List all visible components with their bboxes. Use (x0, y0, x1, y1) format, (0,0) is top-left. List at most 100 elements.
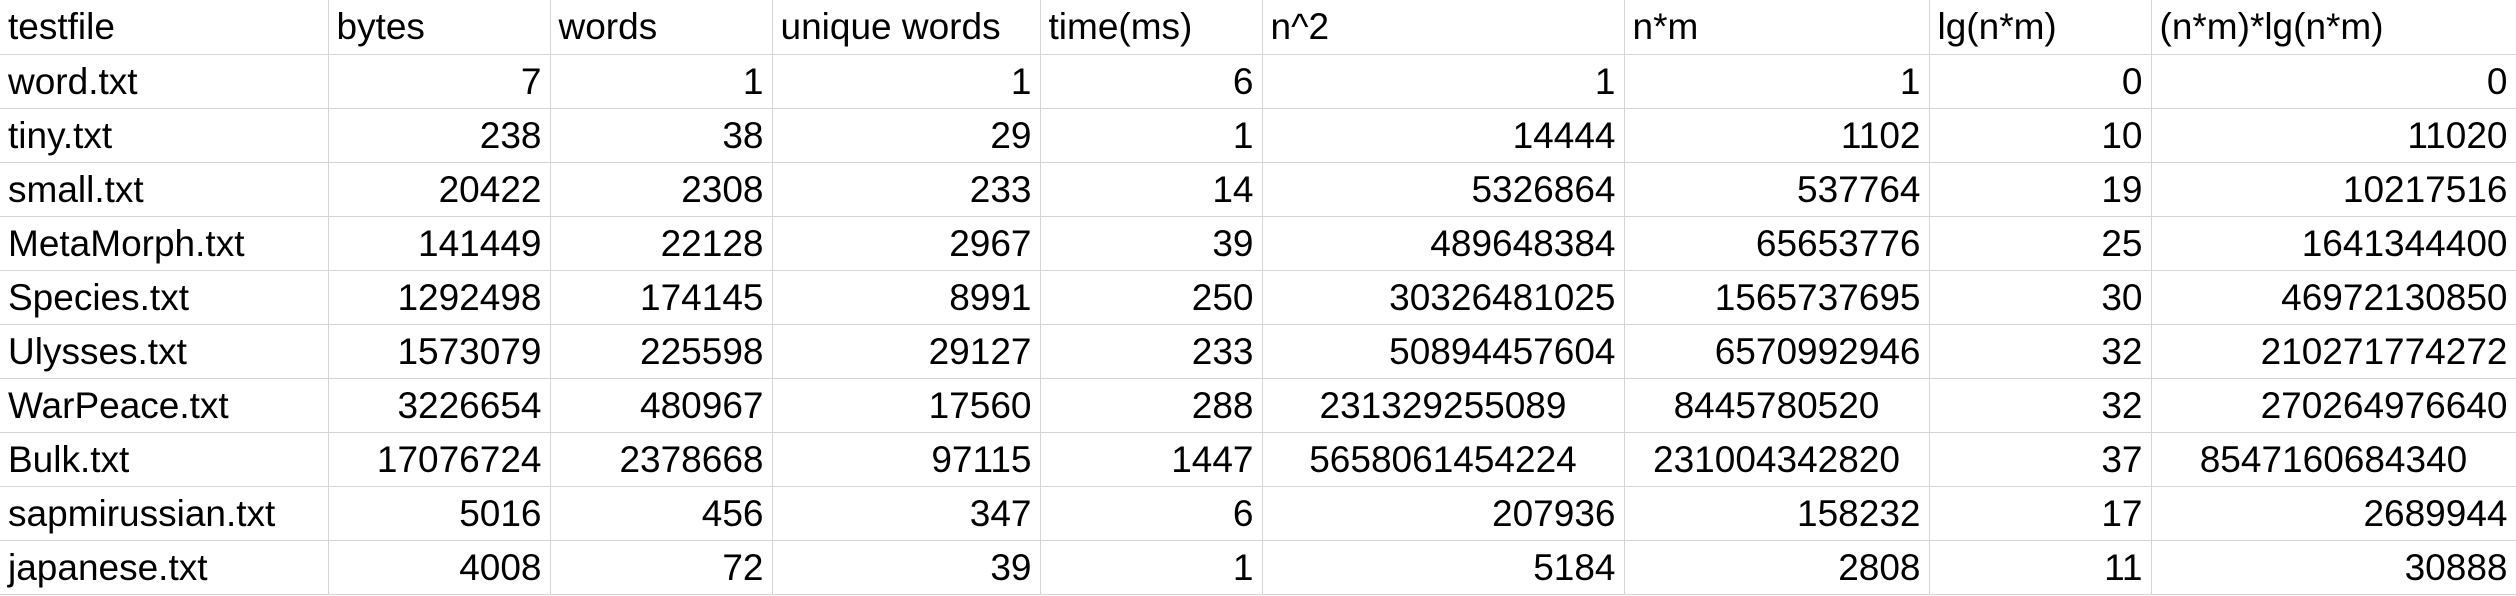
cell-testfile[interactable]: word.txt (0, 53, 329, 109)
header-cell-n-times-m[interactable]: n*m (1623, 0, 1930, 55)
cell-n-squared[interactable]: 231329255089 (1261, 377, 1625, 433)
cell-bytes[interactable]: 17076724 (327, 431, 551, 487)
cell-testfile[interactable]: WarPeace.txt (0, 377, 329, 433)
cell-nm-lg-nm[interactable]: 2689944 (2150, 485, 2516, 541)
table-row: tiny.txt 238 38 29 1 14444 1102 10 11020 (0, 107, 2516, 163)
cell-bytes[interactable]: 238 (327, 107, 551, 163)
cell-nm-lg-nm[interactable]: 30888 (2150, 539, 2516, 595)
header-cell-testfile[interactable]: testfile (0, 0, 329, 55)
cell-words[interactable]: 456 (549, 485, 773, 541)
cell-unique-words[interactable]: 17560 (771, 377, 1041, 433)
cell-words[interactable]: 225598 (549, 323, 773, 379)
cell-testfile[interactable]: tiny.txt (0, 107, 329, 163)
cell-unique-words[interactable]: 39 (771, 539, 1041, 595)
cell-time[interactable]: 39 (1039, 215, 1263, 271)
header-cell-lg-nm[interactable]: lg(n*m) (1928, 0, 2152, 55)
cell-time[interactable]: 6 (1039, 53, 1263, 109)
cell-bytes[interactable]: 1292498 (327, 269, 551, 325)
cell-time[interactable]: 233 (1039, 323, 1263, 379)
cell-n-squared[interactable]: 5326864 (1261, 161, 1625, 217)
cell-time[interactable]: 288 (1039, 377, 1263, 433)
cell-testfile[interactable]: Bulk.txt (0, 431, 329, 487)
cell-n-times-m[interactable]: 65653776 (1623, 215, 1930, 271)
header-cell-words[interactable]: words (549, 0, 773, 55)
cell-unique-words[interactable]: 8991 (771, 269, 1041, 325)
cell-words[interactable]: 2308 (549, 161, 773, 217)
cell-lg-nm[interactable]: 11 (1928, 539, 2152, 595)
cell-words[interactable]: 480967 (549, 377, 773, 433)
cell-lg-nm[interactable]: 32 (1928, 377, 2152, 433)
cell-n-squared[interactable]: 207936 (1261, 485, 1625, 541)
cell-bytes[interactable]: 3226654 (327, 377, 551, 433)
cell-testfile[interactable]: small.txt (0, 161, 329, 217)
cell-bytes[interactable]: 141449 (327, 215, 551, 271)
cell-bytes[interactable]: 20422 (327, 161, 551, 217)
cell-unique-words[interactable]: 29127 (771, 323, 1041, 379)
cell-n-squared[interactable]: 50894457604 (1261, 323, 1625, 379)
cell-lg-nm[interactable]: 17 (1928, 485, 2152, 541)
cell-n-squared[interactable]: 489648384 (1261, 215, 1625, 271)
cell-testfile[interactable]: japanese.txt (0, 539, 329, 595)
cell-unique-words[interactable]: 1 (771, 53, 1041, 109)
cell-nm-lg-nm[interactable]: 1641344400 (2150, 215, 2516, 271)
cell-bytes[interactable]: 1573079 (327, 323, 551, 379)
cell-nm-lg-nm[interactable]: 46972130850 (2150, 269, 2516, 325)
cell-words[interactable]: 1 (549, 53, 773, 109)
header-cell-time[interactable]: time(ms) (1039, 0, 1263, 55)
cell-lg-nm[interactable]: 19 (1928, 161, 2152, 217)
cell-bytes[interactable]: 4008 (327, 539, 551, 595)
cell-words[interactable]: 22128 (549, 215, 773, 271)
cell-words[interactable]: 2378668 (549, 431, 773, 487)
cell-n-squared[interactable]: 14444 (1261, 107, 1625, 163)
cell-n-times-m[interactable]: 6570992946 (1623, 323, 1930, 379)
cell-words[interactable]: 38 (549, 107, 773, 163)
cell-testfile[interactable]: Species.txt (0, 269, 329, 325)
cell-bytes[interactable]: 7 (327, 53, 551, 109)
cell-nm-lg-nm[interactable]: 10217516 (2150, 161, 2516, 217)
cell-testfile[interactable]: sapmirussian.txt (0, 485, 329, 541)
cell-n-squared[interactable]: 30326481025 (1261, 269, 1625, 325)
cell-bytes[interactable]: 5016 (327, 485, 551, 541)
cell-lg-nm[interactable]: 10 (1928, 107, 2152, 163)
cell-n-times-m[interactable]: 8445780520 (1623, 377, 1930, 433)
cell-n-squared[interactable]: 5658061454224 (1261, 431, 1625, 487)
cell-n-times-m[interactable]: 537764 (1623, 161, 1930, 217)
cell-unique-words[interactable]: 347 (771, 485, 1041, 541)
cell-n-squared[interactable]: 1 (1261, 53, 1625, 109)
cell-words[interactable]: 174145 (549, 269, 773, 325)
header-cell-nm-lg-nm[interactable]: (n*m)*lg(n*m) (2150, 0, 2516, 55)
cell-time[interactable]: 6 (1039, 485, 1263, 541)
cell-n-times-m[interactable]: 231004342820 (1623, 431, 1930, 487)
cell-time[interactable]: 1 (1039, 107, 1263, 163)
cell-nm-lg-nm[interactable]: 270264976640 (2150, 377, 2516, 433)
header-cell-n-squared[interactable]: n^2 (1261, 0, 1625, 55)
cell-nm-lg-nm[interactable]: 210271774272 (2150, 323, 2516, 379)
cell-time[interactable]: 1447 (1039, 431, 1263, 487)
cell-n-times-m[interactable]: 1565737695 (1623, 269, 1930, 325)
cell-nm-lg-nm[interactable]: 11020 (2150, 107, 2516, 163)
cell-lg-nm[interactable]: 32 (1928, 323, 2152, 379)
cell-unique-words[interactable]: 29 (771, 107, 1041, 163)
cell-n-times-m[interactable]: 1 (1623, 53, 1930, 109)
cell-lg-nm[interactable]: 0 (1928, 53, 2152, 109)
cell-n-times-m[interactable]: 2808 (1623, 539, 1930, 595)
cell-n-times-m[interactable]: 158232 (1623, 485, 1930, 541)
header-cell-unique-words[interactable]: unique words (771, 0, 1041, 55)
cell-unique-words[interactable]: 97115 (771, 431, 1041, 487)
cell-unique-words[interactable]: 2967 (771, 215, 1041, 271)
cell-unique-words[interactable]: 233 (771, 161, 1041, 217)
cell-lg-nm[interactable]: 37 (1928, 431, 2152, 487)
cell-time[interactable]: 250 (1039, 269, 1263, 325)
cell-nm-lg-nm[interactable]: 0 (2150, 53, 2516, 109)
cell-testfile[interactable]: MetaMorph.txt (0, 215, 329, 271)
cell-n-squared[interactable]: 5184 (1261, 539, 1625, 595)
cell-time[interactable]: 14 (1039, 161, 1263, 217)
cell-nm-lg-nm[interactable]: 8547160684340 (2150, 431, 2516, 487)
cell-testfile[interactable]: Ulysses.txt (0, 323, 329, 379)
header-cell-bytes[interactable]: bytes (327, 0, 551, 55)
cell-lg-nm[interactable]: 30 (1928, 269, 2152, 325)
cell-time[interactable]: 1 (1039, 539, 1263, 595)
cell-words[interactable]: 72 (549, 539, 773, 595)
cell-lg-nm[interactable]: 25 (1928, 215, 2152, 271)
cell-n-times-m[interactable]: 1102 (1623, 107, 1930, 163)
